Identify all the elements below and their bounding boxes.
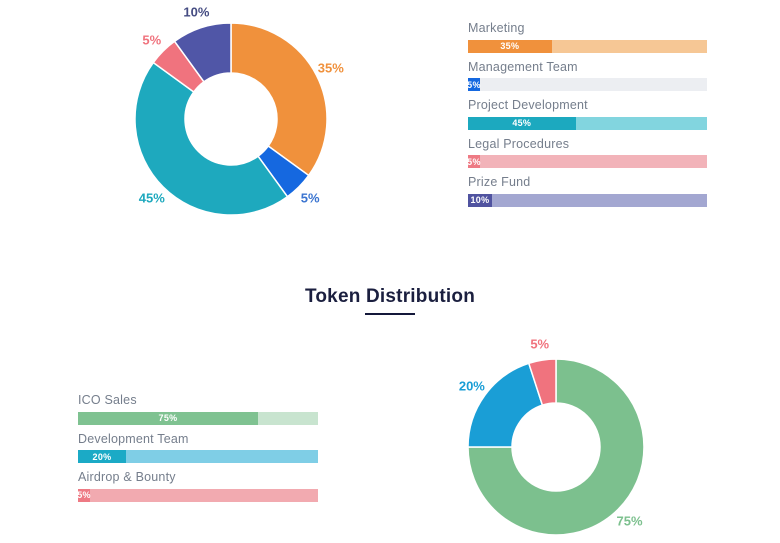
bar-label-prize-fund: Prize Fund <box>468 175 531 189</box>
bar-row-project-development: Project Development 45% <box>468 99 707 130</box>
bar-label-marketing: Marketing <box>468 21 525 35</box>
donut-label-airdrop-bounty: 5% <box>530 336 550 352</box>
bar-percent-project-development: 45% <box>512 118 532 128</box>
bar-percent-legal-procedures: 5% <box>467 156 481 167</box>
bar-label-legal-procedures: Legal Procedures <box>468 136 570 151</box>
bar-row-airdrop-bounty: Airdrop & Bounty 5% <box>77 470 318 502</box>
donut-label-management-team: 5% <box>300 190 320 206</box>
donut-segment-development-team <box>467 362 544 448</box>
donut-chart-svg <box>467 358 645 536</box>
bar-percent-airdrop-bounty: 5% <box>77 490 91 500</box>
bar-percent-ico-sales: 75% <box>158 413 178 423</box>
bar-track-prize-fund: 10% <box>468 193 707 207</box>
donut-chart-svg <box>134 22 328 216</box>
donut-segment-airdrop-bounty <box>527 358 557 407</box>
bar-row-management-team: Management Team 5% <box>467 59 707 91</box>
bar-label-ico-sales: ICO Sales <box>78 393 137 407</box>
donut-label-legal-procedures: 5% <box>142 32 162 48</box>
bar-fill-project-development: 45% <box>468 116 576 130</box>
bar-fill-marketing: 35% <box>468 39 552 53</box>
allocation-bar-list: Marketing 35% Management Team 5% Project Dev… <box>467 22 707 215</box>
bar-fill-development-team: 20% <box>78 450 126 463</box>
page-title: Token Distribution <box>304 286 476 307</box>
bar-fill-prize-fund: 10% <box>468 193 492 207</box>
bar-row-prize-fund: Prize Fund 10% <box>468 176 707 207</box>
bar-row-development-team: Development Team 20% <box>78 431 318 463</box>
bar-fill-ico-sales: 75% <box>78 411 258 425</box>
bar-percent-prize-fund: 10% <box>470 195 490 205</box>
bar-label-management-team: Management Team <box>468 59 578 74</box>
heading-underline <box>365 313 415 315</box>
bar-row-legal-procedures: Legal Procedures 5% <box>467 136 707 168</box>
bar-fill-management-team: 5% <box>467 78 481 91</box>
bar-row-marketing: Marketing 35% <box>468 22 707 53</box>
donut-label-ico-sales: 75% <box>616 513 643 529</box>
bar-fill-airdrop-bounty: 5% <box>77 488 91 502</box>
donut-label-marketing: 35% <box>317 60 344 76</box>
bar-label-project-development: Project Development <box>468 98 588 112</box>
bar-percent-marketing: 35% <box>500 41 520 51</box>
bar-row-ico-sales: ICO Sales 75% <box>78 394 318 425</box>
token-distribution-bar-list: ICO Sales 75% Development Team 20% Airdrop &… <box>77 394 318 510</box>
bar-track-legal-procedures: 5% <box>467 155 707 168</box>
bar-track-marketing: 35% <box>468 39 707 53</box>
donut-label-development-team: 20% <box>458 378 485 394</box>
allocation-donut-chart: 35% 5% 45% 5% 10% <box>111 0 351 239</box>
bar-track-ico-sales: 75% <box>78 411 318 425</box>
bar-percent-management-team: 5% <box>467 79 481 90</box>
donut-label-prize-fund: 10% <box>183 4 210 20</box>
bar-track-project-development: 45% <box>468 116 707 130</box>
donut-segment-marketing <box>230 22 328 177</box>
donut-segment-prize-fund <box>173 22 232 83</box>
token-distribution-donut-chart: 75% 20% 5% <box>436 327 676 543</box>
bar-label-development-team: Development Team <box>78 431 189 446</box>
donut-label-project-development: 45% <box>138 190 165 206</box>
donut-segment-project-development <box>134 61 289 216</box>
bar-fill-legal-procedures: 5% <box>467 155 481 168</box>
bar-label-airdrop-bounty: Airdrop & Bounty <box>78 470 176 484</box>
donut-segment-ico-sales <box>467 358 645 536</box>
bar-percent-development-team: 20% <box>92 451 112 462</box>
bar-track-airdrop-bounty: 5% <box>77 488 318 502</box>
bar-track-management-team: 5% <box>467 78 707 91</box>
bar-track-development-team: 20% <box>78 450 318 463</box>
